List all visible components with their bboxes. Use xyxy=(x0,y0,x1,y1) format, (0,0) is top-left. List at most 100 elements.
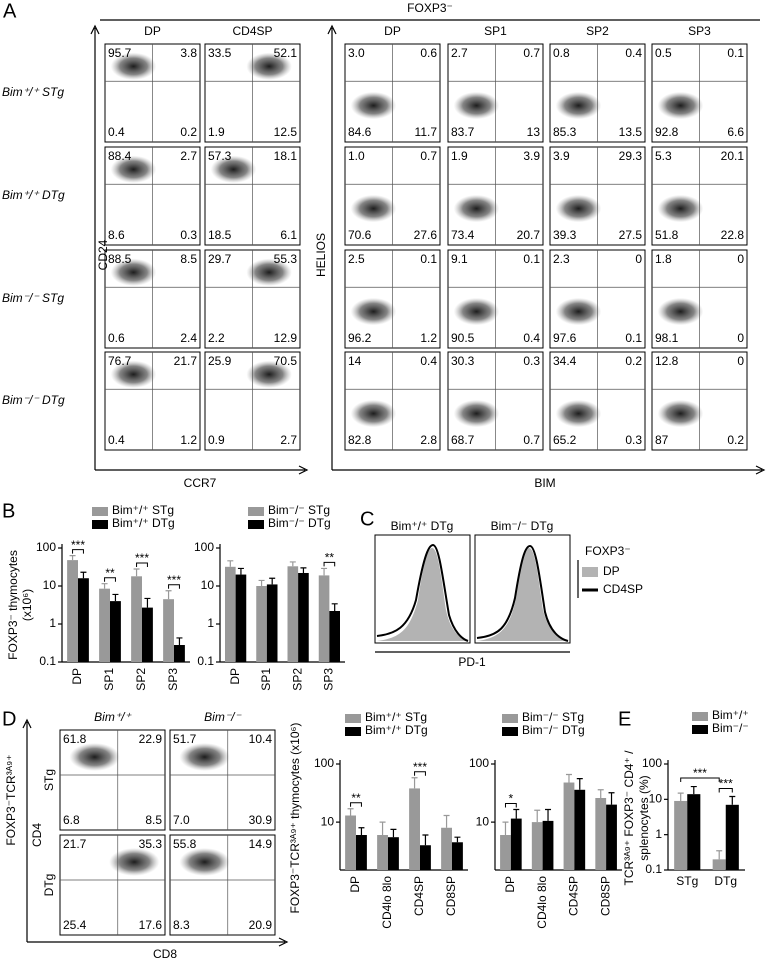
quadrant-value: 2.2 xyxy=(208,331,225,345)
x-tick-label: DP xyxy=(70,668,84,685)
x-tick-label: CD8SP xyxy=(598,876,612,916)
quadrant-value: 55.8 xyxy=(173,837,197,851)
row-label: Bim⁻/⁻ DTg xyxy=(2,393,65,407)
quadrant-value: 0.2 xyxy=(625,354,642,368)
y-axis-label: splenocytes (%) xyxy=(637,775,651,860)
significance-label: *** xyxy=(167,573,181,587)
dot-cloud xyxy=(657,91,704,120)
legend-label: Bim⁺/⁺ xyxy=(712,708,749,722)
y-axis-label: (x10⁶) xyxy=(20,589,34,621)
x-tick-label: SP1 xyxy=(102,668,116,691)
dot-cloud xyxy=(555,194,602,223)
panel-label: C xyxy=(360,508,374,530)
x-tick-label: STg xyxy=(676,874,698,888)
x-tick-label: SP3 xyxy=(166,668,180,691)
dot-cloud xyxy=(246,52,292,81)
x-axis-label: PD-1 xyxy=(458,655,486,669)
error-bar xyxy=(729,795,736,805)
y-tick-label: 100 xyxy=(314,756,334,770)
error-bar xyxy=(331,603,338,611)
quadrant-value: 88.5 xyxy=(108,252,132,266)
x-tick-label: SP1 xyxy=(259,668,273,691)
dot-cloud xyxy=(453,91,500,120)
bar xyxy=(174,645,185,662)
dot-cloud xyxy=(555,399,602,428)
quadrant-value: 1.8 xyxy=(655,252,672,266)
quadrant-value: 5.3 xyxy=(655,149,672,163)
quadrant-value: 97.6 xyxy=(553,331,577,345)
panel-label: A xyxy=(3,0,17,22)
quadrant-value: 70.6 xyxy=(348,228,372,242)
y-tick-label: 100 xyxy=(642,756,662,770)
bar xyxy=(163,599,174,662)
quadrant-value: 21.7 xyxy=(63,837,87,851)
error-bar xyxy=(443,814,450,828)
dot-cloud xyxy=(350,297,397,326)
x-axis-label: BIM xyxy=(534,476,555,490)
x-tick-label: SP2 xyxy=(290,668,304,691)
bar xyxy=(110,601,121,662)
dot-cloud xyxy=(453,297,500,326)
x-tick-label: SP3 xyxy=(322,668,336,691)
significance-label: *** xyxy=(71,538,85,552)
y-tick-label: 0.1 xyxy=(39,654,56,668)
dot-cloud xyxy=(453,194,500,223)
y-axis-label: HELIOS xyxy=(314,233,328,277)
quadrant-value: 2.4 xyxy=(180,331,197,345)
bar xyxy=(131,576,142,662)
legend-title: FOXP3⁻ xyxy=(585,544,631,558)
quadrant-value: 52.1 xyxy=(274,46,298,60)
bar xyxy=(595,797,607,870)
quadrant-value: 0.7 xyxy=(523,46,540,60)
quadrant-value: 6.6 xyxy=(727,125,744,139)
histogram-dp xyxy=(477,548,568,641)
quadrant-value: 0 xyxy=(737,252,744,266)
quadrant-value: 0.3 xyxy=(625,433,642,447)
quadrant-value: 0.4 xyxy=(625,46,642,60)
x-axis xyxy=(27,937,289,947)
x-tick-label: DTg xyxy=(714,874,737,888)
significance-bracket xyxy=(350,802,362,807)
quadrant-value: 14.9 xyxy=(249,837,273,851)
bar xyxy=(377,835,388,870)
y-axis xyxy=(22,718,32,942)
error-bar xyxy=(133,568,140,577)
plot-frame xyxy=(169,729,276,831)
error-bar xyxy=(165,590,172,600)
error-bar xyxy=(358,827,365,836)
quadrant-value: 0.6 xyxy=(420,46,437,60)
panel-label: D xyxy=(2,708,16,730)
quadrant-value: 12.8 xyxy=(655,354,679,368)
column-label: SP2 xyxy=(586,24,609,38)
quadrant-value: 14 xyxy=(348,354,362,368)
dot-cloud xyxy=(110,258,157,287)
bar xyxy=(287,566,299,662)
y-tick-label: 10 xyxy=(43,578,57,592)
quadrant-value: 9.1 xyxy=(451,252,468,266)
panel-label: E xyxy=(618,708,631,730)
significance-bracket xyxy=(680,777,720,782)
error-bar xyxy=(227,560,234,567)
quadrant-value: 2.7 xyxy=(451,46,468,60)
y-tick-label: 100 xyxy=(36,540,56,554)
bar xyxy=(563,782,575,870)
significance-bracket xyxy=(136,562,148,568)
x-tick-label: DP xyxy=(348,876,362,893)
column-label: CD4SP xyxy=(232,24,272,38)
x-tick-label: CD4SP xyxy=(567,876,581,916)
histogram-dp xyxy=(377,548,468,641)
dot-cloud xyxy=(110,360,157,389)
y-tick-label: 1 xyxy=(207,616,214,630)
quadrant-value: 0.5 xyxy=(655,46,672,60)
quadrant-value: 90.5 xyxy=(451,331,475,345)
quadrant-value: 51.8 xyxy=(655,228,679,242)
quadrant-value: 83.7 xyxy=(451,125,475,139)
row-label: Bim⁺/⁺ STg xyxy=(2,85,64,99)
quadrant-value: 33.5 xyxy=(208,46,232,60)
error-bar xyxy=(112,593,119,602)
quadrant-value: 73.4 xyxy=(451,228,475,242)
error-bar xyxy=(608,792,615,805)
legend-swatch xyxy=(345,714,361,723)
y-tick-label: 100 xyxy=(194,540,214,554)
bar xyxy=(606,804,617,870)
